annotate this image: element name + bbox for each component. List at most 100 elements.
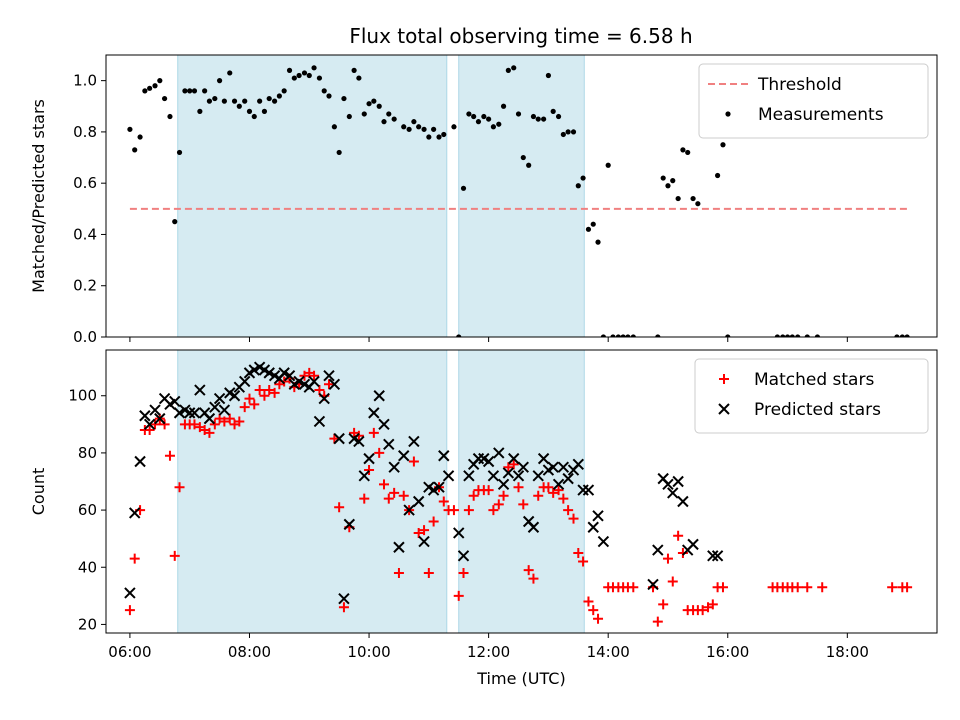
matched-point-76 [503,462,514,473]
matched-point-80 [523,565,534,576]
x-tick-label-1: 08:00 [228,643,271,661]
predicted-point-46 [353,435,365,448]
measurement-point-42 [336,149,342,156]
y-axis-label: Count [29,468,48,516]
predicted-point-71 [482,455,495,468]
predicted-point-13 [188,407,201,419]
matched-point-10 [174,482,185,493]
matched-point-50 [374,447,385,458]
predicted-point-56 [403,504,415,516]
matched-point-91 [578,556,589,567]
measurement-point-20 [227,70,233,76]
axes-frame [105,349,938,634]
predicted-point-100 [672,475,684,488]
matched-point-78 [513,482,524,493]
matched-point-13 [189,419,200,430]
measurement-point-68 [475,119,482,125]
matched-point-88 [563,505,574,516]
measurement-point-33 [291,75,297,81]
predicted-point-75 [502,467,515,479]
measurement-point-97 [620,334,626,337]
x-tick-label-2: 10:00 [347,643,390,661]
y-tick-label-2: 60 [78,501,97,519]
predicted-point-16 [203,412,216,425]
measurement-point-108 [695,201,701,207]
observing-window-0 [177,349,448,634]
measurement-point-87 [570,129,577,135]
matched-point-72 [483,485,494,496]
predicted-point-101 [677,495,689,508]
predicted-point-59 [418,535,430,548]
predicted-point-9 [169,395,181,408]
predicted-point-54 [393,541,405,553]
matched-point-1 [129,553,140,564]
matched-point-42 [334,502,345,513]
plot-area [124,361,913,627]
matched-point-74 [493,499,504,510]
measurement-point-56 [411,119,417,125]
matched-point-85 [548,487,559,498]
predicted-point-3 [139,410,151,422]
matched-point-75 [498,490,509,501]
predicted-point-44 [343,518,356,531]
measurement-point-82 [545,72,552,79]
predicted-point-89 [572,458,585,471]
matched-point-79 [518,499,529,510]
matched-point-37 [309,370,320,381]
measurement-point-88 [575,183,581,189]
measurement-point-76 [515,111,522,117]
matched-point-69 [468,490,479,501]
predicted-point-38 [313,415,326,428]
matched-point-28 [264,385,275,396]
matched-point-93 [588,605,599,616]
predicted-point-34 [293,375,305,388]
predicted-point-92 [587,521,599,533]
predicted-point-74 [497,478,510,491]
matched-point-57 [408,456,419,467]
predicted-point-39 [318,392,330,405]
predicted-point-64 [442,470,455,482]
predicted-point-32 [283,370,296,382]
matched-point-38 [314,385,325,396]
matched-point-49 [368,427,379,438]
x-tick-label-0: 06:00 [108,643,151,661]
measurement-point-55 [406,126,412,132]
legend-marker-measurements [725,111,731,117]
predicted-point-21 [228,390,241,402]
predicted-point-82 [537,452,550,465]
matched-point-123 [817,582,828,593]
measurement-point-107 [690,195,696,202]
count-panel: 20 40 60 80 100 06:00 08:00 10:00 12:00 14:00 16:0… [29,349,938,688]
measurement-point-26 [257,98,263,104]
measurement-point-105 [680,147,686,153]
predicted-point-23 [238,375,251,388]
predicted-point-95 [647,578,659,591]
predicted-point-37 [308,375,320,388]
measurement-point-18 [216,78,223,84]
predicted-point-48 [363,452,375,465]
measurement-point-65 [460,185,467,191]
measurement-point-24 [246,108,253,114]
matched-point-65 [448,505,459,516]
measurement-point-34 [296,72,302,79]
measurement-point-43 [341,95,347,102]
measurement-point-46 [356,75,362,81]
predicted-point-1 [128,507,141,519]
measurement-point-1 [132,147,138,153]
measurement-point-121 [904,334,910,337]
y-tick-label-1: 0.2 [73,277,97,295]
legend: Threshold Measurements [698,63,929,139]
x-tick-label-4: 14:00 [587,643,630,661]
measurement-point-96 [615,334,621,337]
matched-point-20 [224,413,235,424]
measurement-point-11 [182,88,188,94]
predicted-point-2 [134,455,146,468]
predicted-point-31 [278,367,290,379]
x-tick-label-6: 18:00 [826,643,869,661]
measurement-point-75 [511,65,517,71]
matched-point-27 [259,390,270,401]
measurement-point-119 [894,334,900,337]
measurement-point-39 [321,88,327,94]
measurement-point-44 [346,113,352,120]
measurement-point-117 [804,334,810,337]
